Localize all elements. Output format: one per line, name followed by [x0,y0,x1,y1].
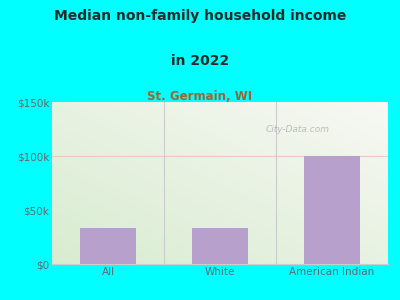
Text: in 2022: in 2022 [171,54,229,68]
Text: Median non-family household income: Median non-family household income [54,9,346,23]
Text: City-Data.com: City-Data.com [265,125,329,134]
Bar [192,228,248,264]
Text: St. Germain, WI: St. Germain, WI [148,90,252,103]
Bar [304,156,360,264]
Bar [80,228,136,264]
